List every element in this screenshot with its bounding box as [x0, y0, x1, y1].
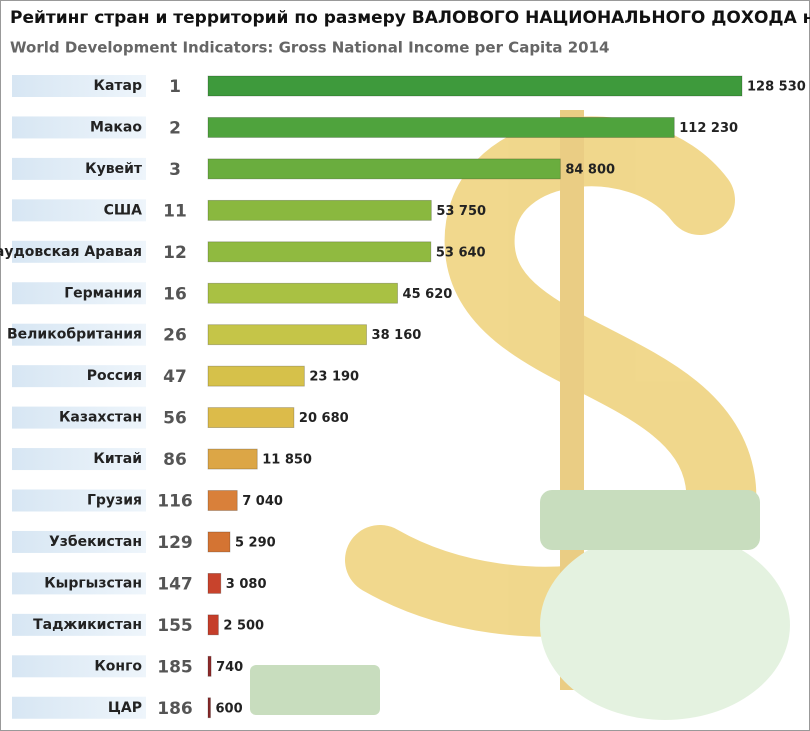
bar	[207, 448, 258, 470]
bar	[207, 117, 675, 138]
rank-label: 147	[157, 574, 193, 594]
value-label: 53 640	[436, 245, 486, 260]
rank-label: 16	[163, 284, 187, 304]
rank-label: 186	[157, 699, 193, 719]
category-label: Великобритания	[7, 327, 142, 343]
label-box	[12, 696, 146, 719]
bar	[207, 365, 305, 387]
category-label: Узбекистан	[49, 534, 142, 550]
label-box	[12, 199, 146, 222]
value-label: 20 680	[299, 411, 349, 426]
rank-label: 185	[157, 657, 193, 677]
bar	[207, 75, 743, 97]
rank-label: 116	[157, 492, 193, 512]
banknotes	[540, 490, 760, 550]
category-label: Саудовская Аравая	[0, 244, 142, 260]
category-label: Китай	[93, 451, 142, 467]
label-box	[12, 365, 146, 388]
value-label: 2 500	[223, 618, 264, 633]
category-label: Катар	[94, 78, 142, 94]
bar	[207, 199, 432, 221]
label-box	[12, 572, 146, 595]
bar	[207, 614, 219, 636]
category-label: Кыргызстан	[44, 575, 142, 591]
bar	[207, 324, 367, 346]
bar	[207, 490, 238, 511]
category-label: Германия	[64, 285, 142, 301]
money-bag	[540, 530, 790, 720]
category-label: Кувейт	[85, 161, 143, 177]
bar	[207, 407, 295, 429]
label-box	[12, 613, 146, 636]
value-label: 740	[216, 660, 243, 675]
rank-label: 56	[163, 409, 187, 429]
bar	[207, 531, 231, 553]
rank-label: 1	[169, 77, 181, 97]
rank-label: 47	[163, 367, 187, 387]
rank-label: 86	[163, 450, 187, 470]
value-label: 3 080	[226, 577, 267, 592]
value-label: 45 620	[403, 287, 453, 302]
label-box	[12, 116, 146, 139]
rank-label: 2	[169, 118, 181, 138]
label-box	[12, 489, 146, 512]
category-label: Конго	[94, 658, 142, 674]
value-label: 7 040	[242, 494, 283, 509]
value-label: 84 800	[565, 162, 615, 177]
label-box	[12, 323, 146, 346]
category-label: Таджикистан	[33, 617, 142, 633]
value-label: 112 230	[679, 121, 738, 136]
value-label: 38 160	[372, 328, 422, 343]
bar	[207, 655, 212, 677]
background-illustration	[250, 110, 790, 720]
label-box	[12, 530, 146, 553]
label-box	[12, 157, 146, 180]
rank-label: 3	[169, 160, 181, 180]
rank-label: 11	[163, 201, 187, 221]
label-box	[12, 406, 146, 429]
category-label: Казахстан	[59, 410, 142, 426]
bar	[207, 282, 398, 304]
category-label: ЦАР	[108, 700, 142, 716]
label-box	[12, 240, 146, 263]
chart-subtitle: World Development Indicators: Gross Nati…	[10, 39, 609, 57]
value-label: 53 750	[436, 204, 486, 219]
banknotes	[250, 665, 380, 715]
value-label: 128 530	[747, 80, 806, 95]
bar	[207, 573, 222, 594]
category-label: США	[104, 202, 143, 218]
category-label: Макао	[90, 119, 142, 135]
label-box	[12, 282, 146, 305]
bar	[207, 158, 561, 180]
value-label: 5 290	[235, 535, 276, 550]
label-box	[12, 448, 146, 471]
value-label: 11 850	[262, 453, 312, 468]
bar	[207, 241, 432, 263]
value-label: 600	[215, 701, 242, 716]
category-label: Грузия	[87, 493, 142, 509]
value-label: 23 190	[309, 370, 359, 385]
rank-label: 129	[157, 533, 193, 553]
rank-label: 26	[163, 326, 187, 346]
rank-label: 155	[157, 616, 193, 636]
rank-label: 12	[163, 243, 187, 263]
chart-title: Рейтинг стран и территорий по размеру ВА…	[10, 8, 810, 28]
label-box	[12, 655, 146, 678]
bar	[207, 697, 211, 719]
category-label: Россия	[87, 368, 142, 384]
label-box	[12, 75, 146, 97]
